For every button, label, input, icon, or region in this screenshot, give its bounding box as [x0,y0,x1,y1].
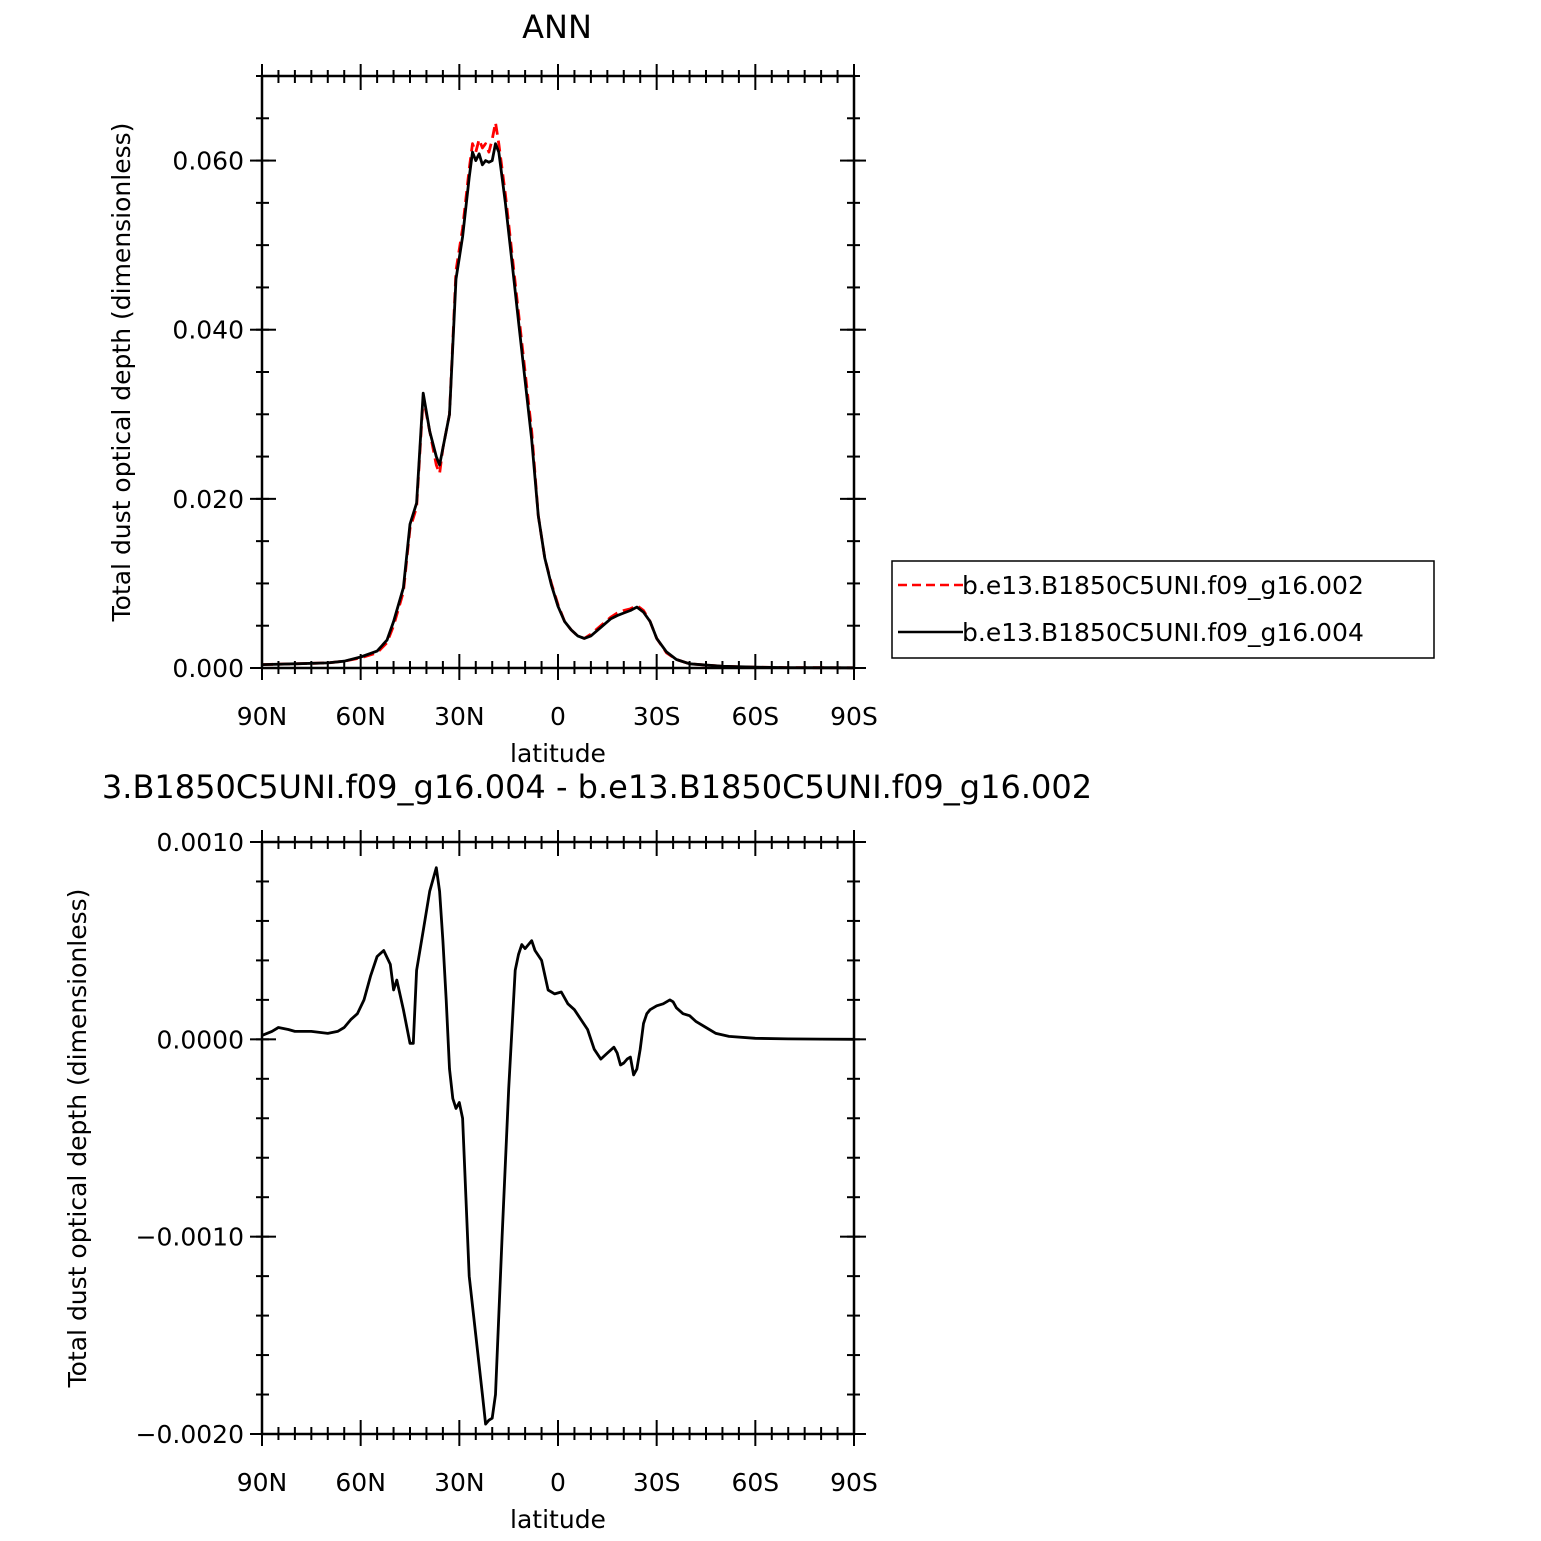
legend-label-series-2: b.e13.B1850C5UNI.f09_g16.004 [962,618,1364,647]
x-tick-label: 90N [237,702,288,731]
x-tick-label: 90N [237,1468,288,1497]
x-tick-label: 60N [335,702,386,731]
x-tick-label: 90S [830,702,878,731]
series-line-1 [261,121,855,670]
x-tick-label: 30N [434,1468,485,1497]
y-tick-label: 0.0000 [157,1025,244,1054]
bottom-x-axis-label: latitude [510,1505,606,1534]
x-tick-label: 60S [731,702,779,731]
x-tick-label: 60N [335,1468,386,1497]
bottom-plot-frame [260,840,856,1436]
legend: b.e13.B1850C5UNI.f09_g16.002 b.e13.B1850… [891,560,1435,659]
y-tick-label: 0.020 [172,485,244,514]
x-tick-label: 30N [434,702,485,731]
y-tick-label: −0.0020 [136,1420,244,1449]
series-line-2 [261,142,855,670]
x-tick-label: 0 [550,702,566,731]
bottom-y-axis-label: Total dust optical depth (dimensionless) [63,889,92,1389]
y-tick-label: 0.0010 [157,828,244,857]
y-tick-label: 0.040 [172,316,244,345]
x-tick-label: 60S [731,1468,779,1497]
top-chart-series [261,121,855,670]
x-tick-label: 30S [633,1468,681,1497]
legend-label-series-1: b.e13.B1850C5UNI.f09_g16.002 [962,571,1364,600]
top-y-axis-label: Total dust optical depth (dimensionless) [107,123,136,623]
top-chart-title: ANN [522,8,592,46]
top-panel: ANN 90N 60N 30N 0 30S 60S 90S 0.000 0.020 0.040 0.… [107,8,1435,768]
top-chart-ticks: 90N 60N 30N 0 30S 60S 90S 0.000 0.020 0.040 0.060 [172,64,878,731]
bottom-panel: 3.B1850C5UNI.f09_g16.004 - b.e13.B1850C5… [63,768,1092,1534]
bottom-chart-series [261,866,855,1426]
x-tick-label: 30S [633,702,681,731]
top-x-axis-label: latitude [510,739,606,768]
bottom-chart-ticks: 90N 60N 30N 0 30S 60S 90S −0.0020 −0.0010 0.0000 0… [136,828,878,1497]
bottom-chart-title: 3.B1850C5UNI.f09_g16.004 - b.e13.B1850C5… [102,768,1092,806]
top-plot-frame [260,74,856,670]
legend-box [891,560,1435,659]
y-tick-label: −0.0010 [136,1223,244,1252]
x-tick-label: 0 [550,1468,566,1497]
series-line-1 [261,866,855,1426]
y-tick-label: 0.000 [172,654,244,683]
y-tick-label: 0.060 [172,147,244,176]
x-tick-label: 90S [830,1468,878,1497]
